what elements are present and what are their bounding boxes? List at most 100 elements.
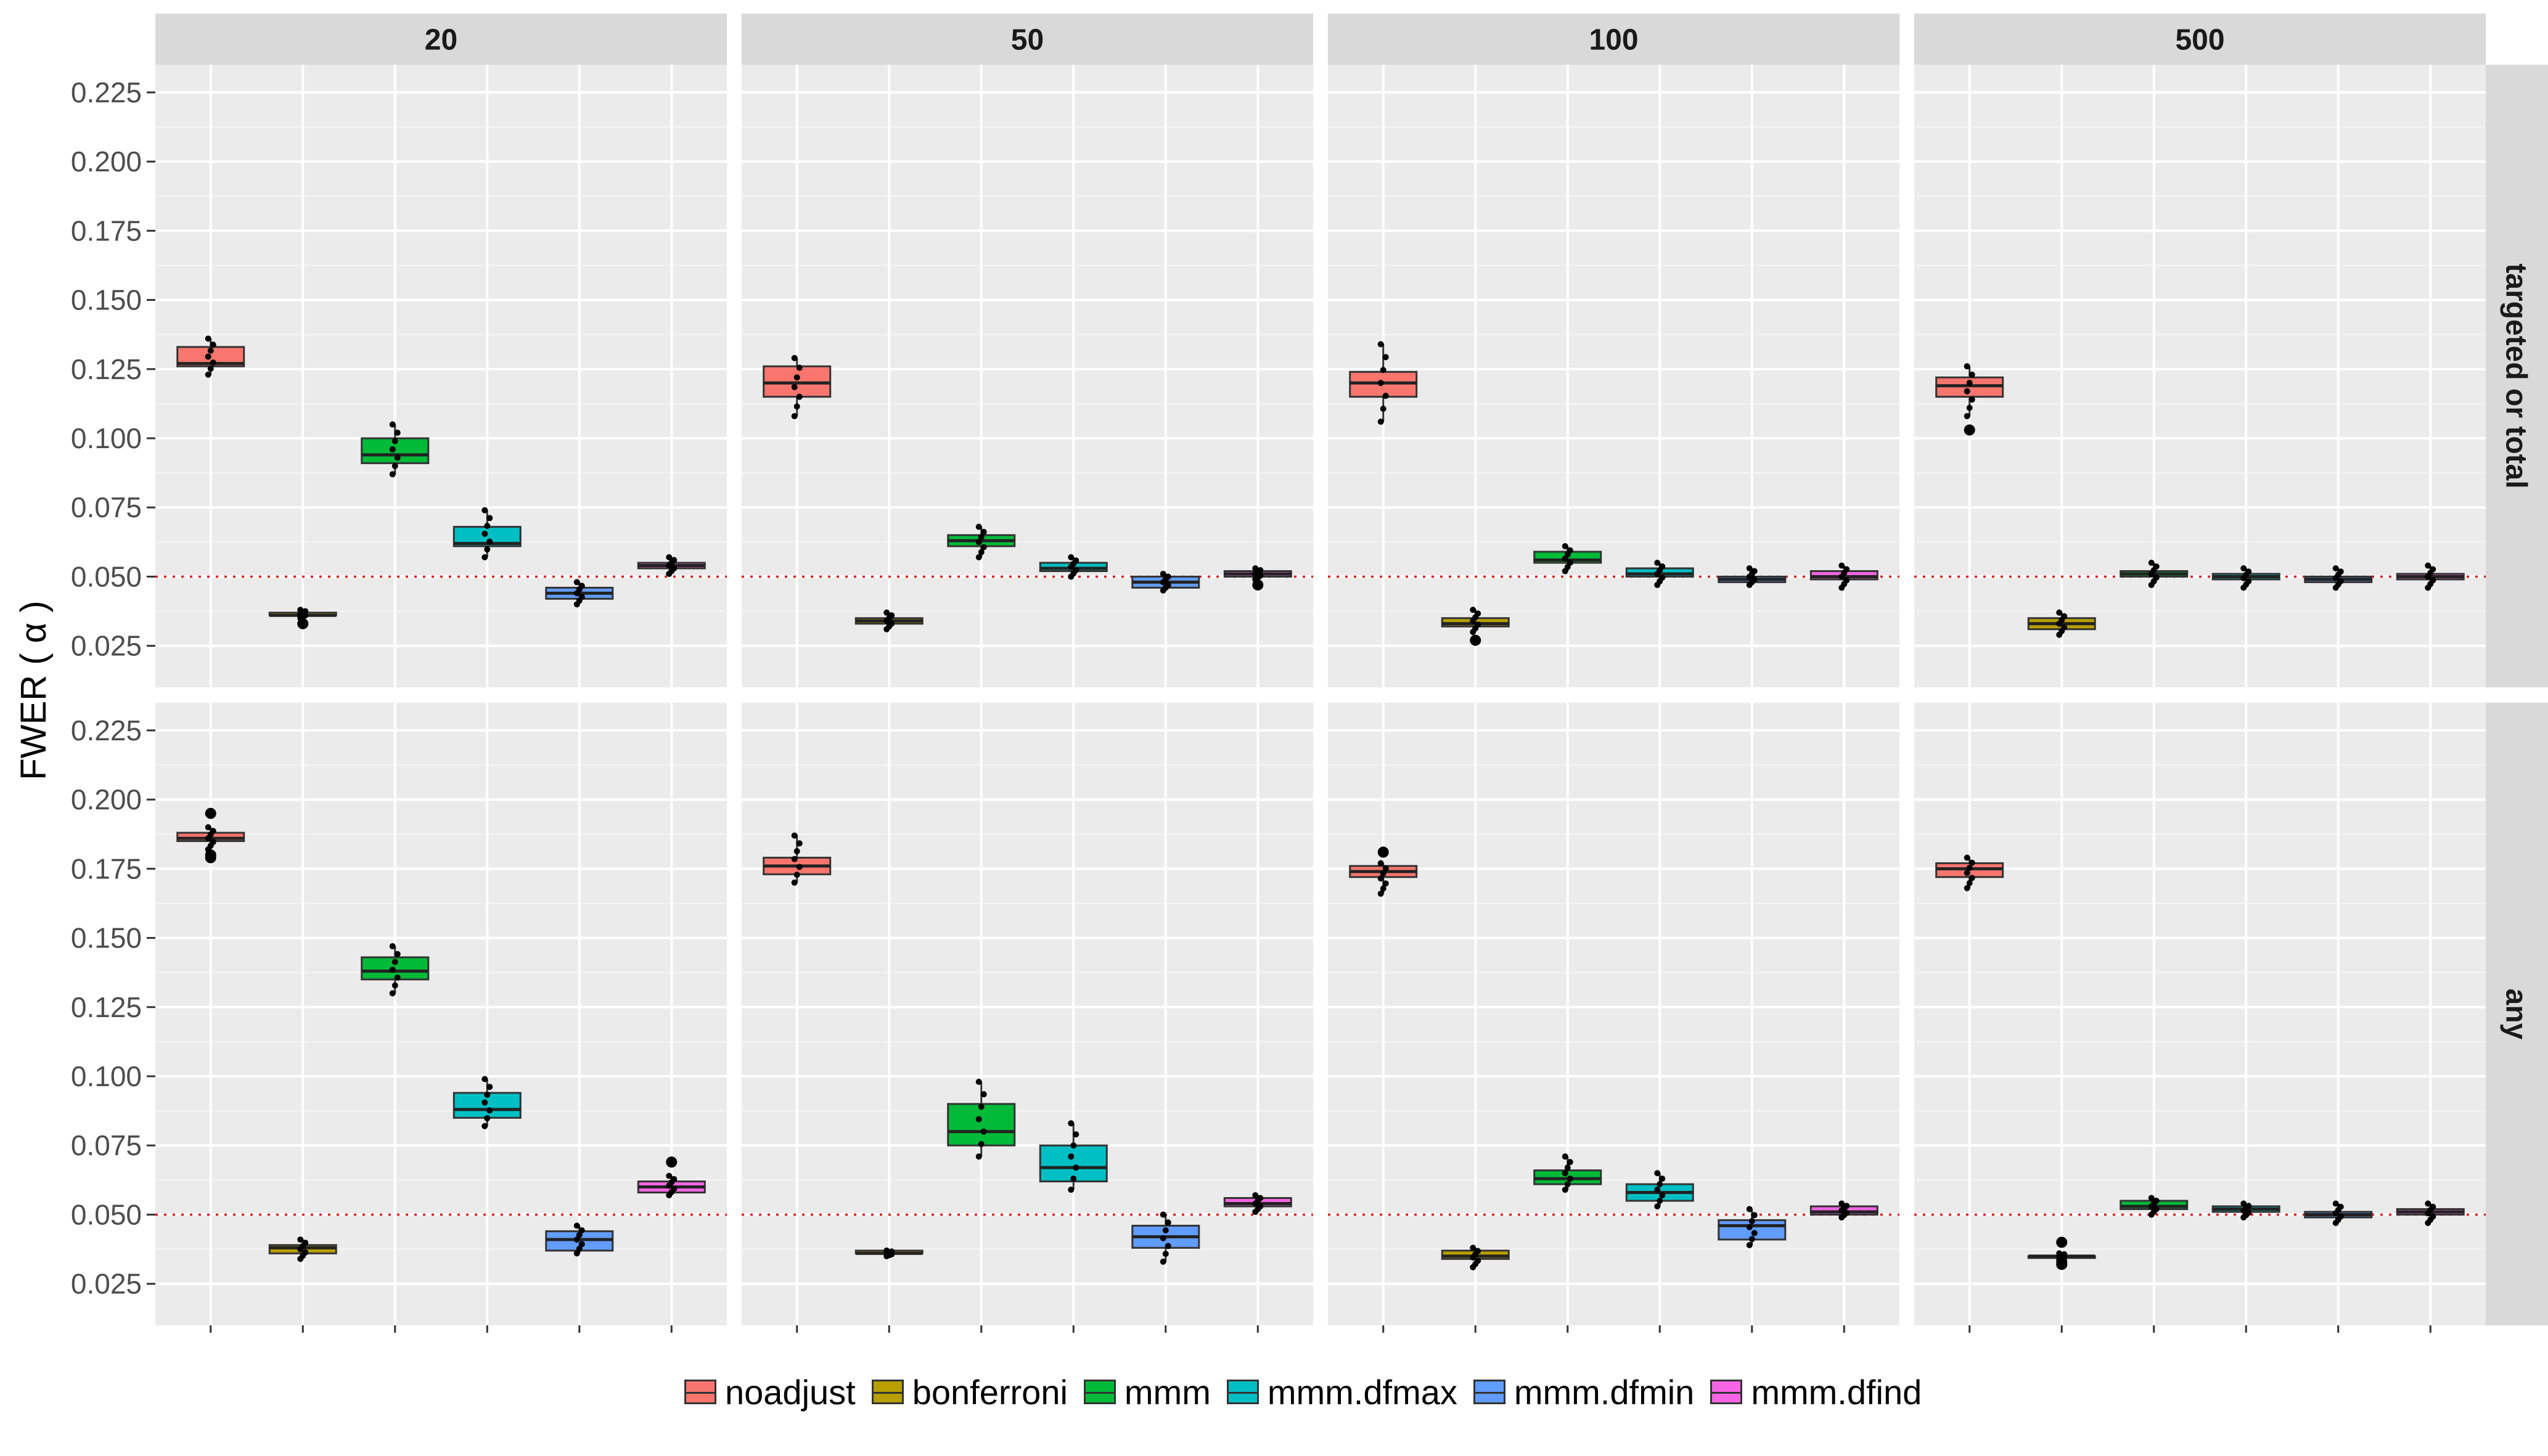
legend-label: noadjust xyxy=(725,1372,856,1412)
sample-dot xyxy=(1964,854,1970,861)
box-mmm.dfind xyxy=(1223,565,1292,591)
sample-dot xyxy=(578,594,585,600)
sample-dot xyxy=(2148,1195,2155,1201)
y-tick-label: 0.050 xyxy=(71,560,142,592)
strip-background xyxy=(2486,703,2548,1325)
column-strip-label: 20 xyxy=(425,24,457,57)
box-mmm xyxy=(1533,543,1602,575)
sample-dot xyxy=(573,1222,580,1229)
sample-dot xyxy=(302,608,309,615)
sample-dot xyxy=(1746,1206,1753,1213)
sample-dot xyxy=(1068,1120,1075,1127)
strip-background xyxy=(742,14,1313,65)
sample-dot xyxy=(888,1248,895,1255)
sample-dot xyxy=(2245,1203,2252,1209)
panel-background xyxy=(742,65,1313,687)
y-tick-label: 0.200 xyxy=(71,783,142,816)
box-iqr xyxy=(1039,1144,1108,1183)
box-bonferroni xyxy=(268,1236,337,1262)
box-bonferroni xyxy=(854,1247,924,1259)
sample-dot xyxy=(2148,560,2155,566)
sample-dot xyxy=(1751,576,1758,583)
y-tick-label: 0.025 xyxy=(71,1268,142,1300)
sample-dot xyxy=(1068,554,1075,561)
sample-dot xyxy=(210,342,216,348)
box-mmm.dfind xyxy=(1809,1200,1878,1221)
sample-dot xyxy=(1748,1217,1755,1224)
column-strip-label: 50 xyxy=(1011,24,1044,57)
sample-dot xyxy=(980,1128,987,1135)
sample-dot xyxy=(1470,1245,1477,1251)
sample-dot xyxy=(1382,354,1389,361)
sample-dot xyxy=(1843,1203,1850,1209)
box-mmm.dfmax xyxy=(1625,560,1694,588)
sample-dot xyxy=(666,554,673,561)
y-tick-label: 0.175 xyxy=(71,215,142,247)
sample-dot xyxy=(1068,1153,1075,1160)
sample-dot xyxy=(1567,547,1573,554)
sample-dot xyxy=(1966,880,1973,886)
sample-dot xyxy=(791,354,798,361)
legend-item-bonferroni: bonferroni xyxy=(871,1372,1068,1412)
legend-item-mmm: mmm xyxy=(1083,1372,1211,1412)
sample-dot xyxy=(2332,1200,2339,1207)
sample-dot xyxy=(205,353,211,360)
box-mmm.dfmax xyxy=(2211,1200,2280,1221)
legend-item-noadjust: noadjust xyxy=(684,1372,856,1412)
sample-dot xyxy=(2245,568,2252,575)
sample-dot xyxy=(2337,568,2344,575)
column-strip-100: 100 xyxy=(1328,14,1899,65)
sample-dot xyxy=(486,1084,493,1090)
sample-dot xyxy=(671,557,678,563)
sample-dot xyxy=(2056,609,2063,616)
sample-dot xyxy=(796,864,803,870)
sample-dot xyxy=(1751,568,1758,575)
panel-background xyxy=(1328,703,1899,1325)
sample-dot xyxy=(791,383,798,390)
sample-dot xyxy=(389,446,396,452)
sample-dot xyxy=(391,959,398,965)
sample-dot xyxy=(1377,341,1384,348)
sample-dot xyxy=(2430,577,2436,584)
sample-dot xyxy=(302,1249,309,1256)
sample-dot xyxy=(1377,380,1384,386)
panel-any-100 xyxy=(1328,703,1899,1325)
sample-dot xyxy=(394,974,401,981)
sample-dot xyxy=(1380,406,1387,412)
sample-dot xyxy=(1475,610,1481,617)
sample-dot xyxy=(484,1091,491,1098)
box-mmm xyxy=(361,943,430,997)
panels-layer xyxy=(155,65,2486,1325)
sample-dot xyxy=(2430,1203,2436,1210)
outlier-point xyxy=(2056,1237,2068,1248)
sample-dot xyxy=(394,951,401,957)
sample-dot xyxy=(978,1140,985,1147)
box-mmm.dfmin xyxy=(545,579,614,608)
legend-label: bonferroni xyxy=(912,1372,1068,1412)
y-tick-label: 0.050 xyxy=(71,1198,142,1230)
sample-dot xyxy=(210,359,216,366)
strip-background xyxy=(1328,14,1899,65)
outlier-point xyxy=(1377,846,1389,858)
box-bonferroni xyxy=(1441,1245,1510,1270)
legend-label: mmm.dfmin xyxy=(1514,1372,1695,1412)
sample-dot xyxy=(2337,1203,2344,1210)
box-noadjust xyxy=(176,335,245,378)
sample-dot xyxy=(1968,875,1975,881)
sample-dot xyxy=(2425,562,2431,569)
box-bonferroni xyxy=(268,607,337,629)
y-tick-label: 0.075 xyxy=(71,491,142,523)
sample-dot xyxy=(1165,573,1171,580)
sample-dot xyxy=(1964,363,1970,370)
outlier-point xyxy=(205,852,216,864)
outlier-point xyxy=(2056,1259,2068,1270)
sample-dot xyxy=(389,943,396,950)
box-mmm.dfmax xyxy=(2211,565,2280,591)
sample-dot xyxy=(796,364,803,371)
sample-dot xyxy=(1659,1176,1666,1182)
sample-dot xyxy=(481,1099,488,1106)
box-mmm.dfmin xyxy=(545,1222,614,1257)
sample-dot xyxy=(302,1240,309,1246)
sample-dot xyxy=(666,1172,673,1179)
legend-key-swatch xyxy=(871,1380,904,1404)
